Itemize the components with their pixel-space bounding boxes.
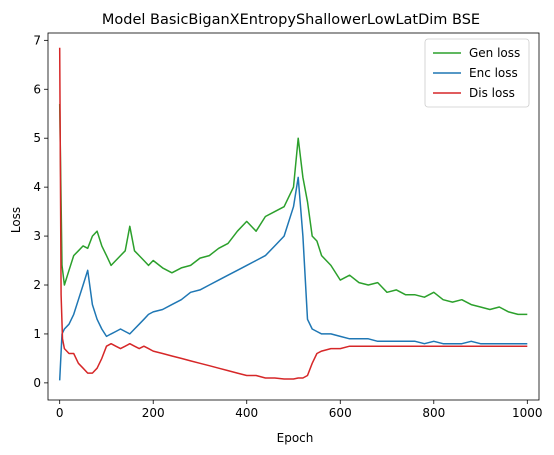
y-tick-label: 5 [33, 131, 41, 145]
legend-box [424, 38, 530, 108]
x-axis: 0 200 400 600 800 1000 [56, 400, 543, 420]
series-layer [58, 47, 528, 381]
y-tick-label: 0 [33, 376, 41, 390]
series-line-dis-loss [58, 47, 528, 380]
chart-title: Model BasicBiganXEntropyShallowerLowLatD… [102, 12, 480, 28]
y-tick-label: 6 [33, 82, 41, 96]
x-tick-label: 0 [56, 406, 64, 420]
series-line-enc-loss [58, 176, 528, 381]
y-tick-label: 4 [33, 180, 41, 194]
y-tick-label: 3 [33, 229, 41, 243]
y-axis: 0 1 2 3 4 5 6 7 [33, 33, 48, 390]
plot-frame [47, 32, 540, 401]
x-tick-label: 400 [235, 406, 258, 420]
legend-label-dis-loss: Dis loss [469, 86, 515, 100]
y-tick-label: 2 [33, 278, 41, 292]
legend: Gen loss Enc loss Dis loss [424, 38, 530, 108]
x-tick-label: 600 [329, 406, 352, 420]
x-tick-label: 800 [422, 406, 445, 420]
y-tick-label: 7 [33, 33, 41, 47]
x-tick-label: 200 [142, 406, 165, 420]
y-tick-label: 1 [33, 327, 41, 341]
x-tick-label: 1000 [512, 406, 543, 420]
series-line-gen-loss [58, 103, 528, 316]
legend-label-enc-loss: Enc loss [469, 66, 518, 80]
x-axis-label: Epoch [277, 431, 314, 445]
y-axis-label: Loss [9, 207, 23, 233]
legend-label-gen-loss: Gen loss [469, 46, 520, 60]
